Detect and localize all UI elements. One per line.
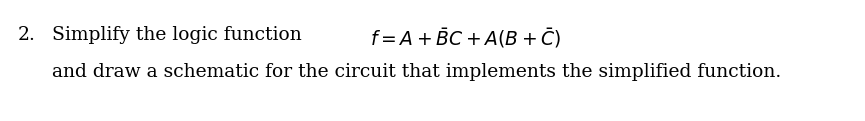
Text: and draw a schematic for the circuit that implements the simplified function.: and draw a schematic for the circuit tha… [52, 63, 781, 81]
Text: 2.: 2. [18, 26, 35, 44]
Text: Simplify the logic function: Simplify the logic function [52, 26, 302, 44]
Text: $f = A + \bar{B}C + A(B + \bar{C})$: $f = A + \bar{B}C + A(B + \bar{C})$ [370, 26, 561, 50]
